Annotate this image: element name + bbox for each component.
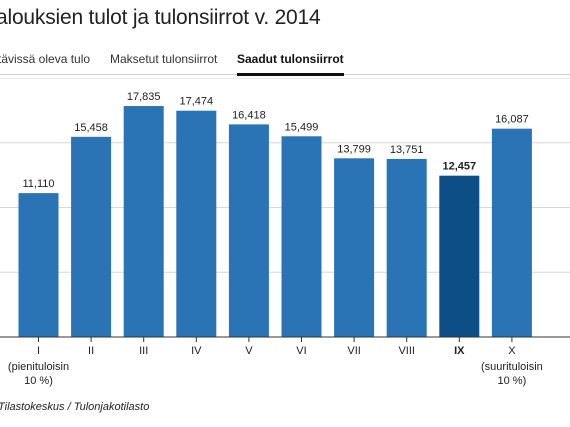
- chart-title: alouksien tulot ja tulonsiirrot v. 2014: [0, 6, 321, 29]
- data-label: 13,799: [337, 143, 371, 155]
- x-tick-sublabel: 10 %): [24, 375, 53, 387]
- data-label: 16,418: [232, 109, 266, 121]
- data-label: 15,458: [74, 122, 108, 134]
- bar: [491, 128, 532, 337]
- tab-disposable-income[interactable]: tävissä oleva tulo: [0, 52, 91, 66]
- x-tick-label: IV: [191, 345, 202, 357]
- data-label: 15,499: [285, 121, 319, 133]
- tab-bar: tävissä oleva tulo Maksetut tulonsiirrot…: [0, 44, 570, 76]
- bar: [334, 158, 375, 337]
- bar: [439, 175, 480, 337]
- bar: [386, 158, 427, 337]
- x-tick-label: VIII: [398, 345, 415, 357]
- data-label: 16,087: [495, 114, 529, 126]
- bar: [18, 193, 59, 337]
- x-tick-label: IX: [454, 345, 465, 357]
- tab-paid-transfers[interactable]: Maksetut tulonsiirrot: [110, 52, 218, 66]
- data-label: 17,835: [127, 91, 161, 103]
- bar: [228, 124, 269, 337]
- bar-chart: 11,110 I (pienituloisin 10 %) 15,458 II 17,835…: [0, 78, 570, 387]
- x-tick-label: X: [508, 345, 516, 357]
- source-note: Tilastokeskus / Tulonjakotilasto: [0, 401, 150, 413]
- x-tick-label: VII: [347, 345, 360, 357]
- x-tick-sublabel: (suurituloisin: [481, 361, 543, 373]
- tab-received-transfers[interactable]: Saadut tulonsiirrot: [237, 52, 344, 76]
- data-label: 11,110: [22, 178, 54, 190]
- x-tick-sublabel: 10 %): [498, 375, 527, 387]
- data-label: 12,457: [442, 161, 476, 173]
- x-tick-label: III: [139, 345, 148, 357]
- x-tick-label: V: [245, 345, 253, 357]
- bar: [281, 136, 322, 337]
- bar: [176, 110, 217, 337]
- x-tick-label: VI: [296, 345, 306, 357]
- x-tick-label: II: [88, 345, 94, 357]
- data-label: 17,474: [179, 96, 213, 108]
- x-tick-label: I: [37, 345, 40, 357]
- data-label: 13,751: [390, 144, 424, 156]
- bar: [71, 136, 112, 337]
- bar: [123, 106, 164, 338]
- x-tick-sublabel: (pienituloisin: [8, 361, 69, 373]
